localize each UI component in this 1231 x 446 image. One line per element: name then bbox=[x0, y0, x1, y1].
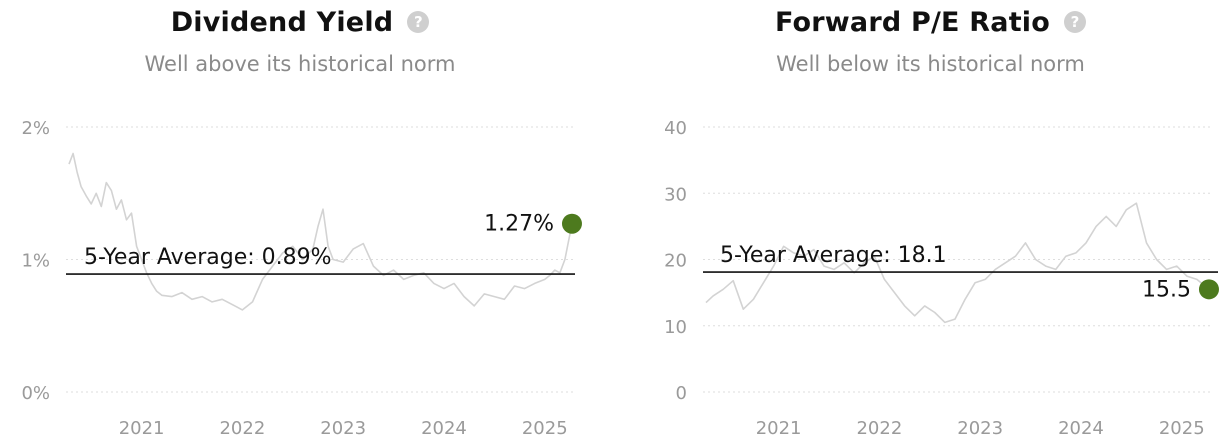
y-tick-label: 2% bbox=[21, 118, 50, 139]
y-tick-label: 0 bbox=[676, 383, 687, 404]
latest-value-label: 15.5 bbox=[1142, 277, 1191, 302]
question-circle-icon[interactable]: ? bbox=[1064, 11, 1087, 33]
dividend-yield-title-row: Dividend Yield ? bbox=[0, 2, 600, 42]
x-tick-label: 2022 bbox=[856, 418, 902, 439]
x-tick-label: 2023 bbox=[957, 418, 1003, 439]
y-tick-label: 1% bbox=[21, 251, 50, 272]
y-tick-label: 40 bbox=[664, 118, 687, 139]
x-tick-label: 2025 bbox=[1159, 418, 1205, 439]
chart-title: Dividend Yield bbox=[170, 6, 394, 38]
average-label: 5-Year Average: 18.1 bbox=[720, 243, 947, 268]
latest-value-label: 1.27% bbox=[484, 212, 554, 237]
latest-point bbox=[561, 213, 582, 234]
dividend-yield-chart: 0% 1% 2% 2021 2022 2023 2024 2025 5-Year Average… bbox=[21, 118, 582, 439]
question-circle-icon[interactable]: ? bbox=[407, 11, 430, 33]
forward-pe-panel: Forward P/E Ratio ? Well below its histo… bbox=[630, 0, 1231, 446]
series-line bbox=[705, 202, 1210, 324]
x-tick-label: 2024 bbox=[421, 418, 467, 439]
average-label: 5-Year Average: 0.89% bbox=[84, 245, 332, 270]
y-tick-label: 0% bbox=[21, 383, 50, 404]
chart-subtitle: Well above its historical norm bbox=[144, 52, 456, 76]
x-tick-label: 2023 bbox=[320, 418, 366, 439]
x-tick-label: 2025 bbox=[522, 418, 568, 439]
x-tick-label: 2022 bbox=[219, 418, 265, 439]
y-tick-label: 20 bbox=[664, 251, 687, 272]
chart-subtitle: Well below its historical norm bbox=[776, 52, 1085, 76]
x-tick-label: 2021 bbox=[119, 418, 165, 439]
forward-pe-chart: 0 10 20 30 40 2021 2022 2023 2024 2025 5-Year Aver… bbox=[664, 118, 1219, 439]
latest-point bbox=[1198, 279, 1219, 300]
y-tick-label: 10 bbox=[664, 317, 687, 338]
chart-title: Forward P/E Ratio bbox=[774, 6, 1051, 38]
series-line bbox=[68, 152, 573, 311]
dividend-yield-panel: Dividend Yield ? Well above its historic… bbox=[0, 0, 600, 446]
forward-pe-title-row: Forward P/E Ratio ? bbox=[630, 2, 1231, 42]
x-tick-label: 2024 bbox=[1058, 418, 1104, 439]
y-tick-label: 30 bbox=[664, 184, 687, 205]
x-tick-label: 2021 bbox=[756, 418, 802, 439]
